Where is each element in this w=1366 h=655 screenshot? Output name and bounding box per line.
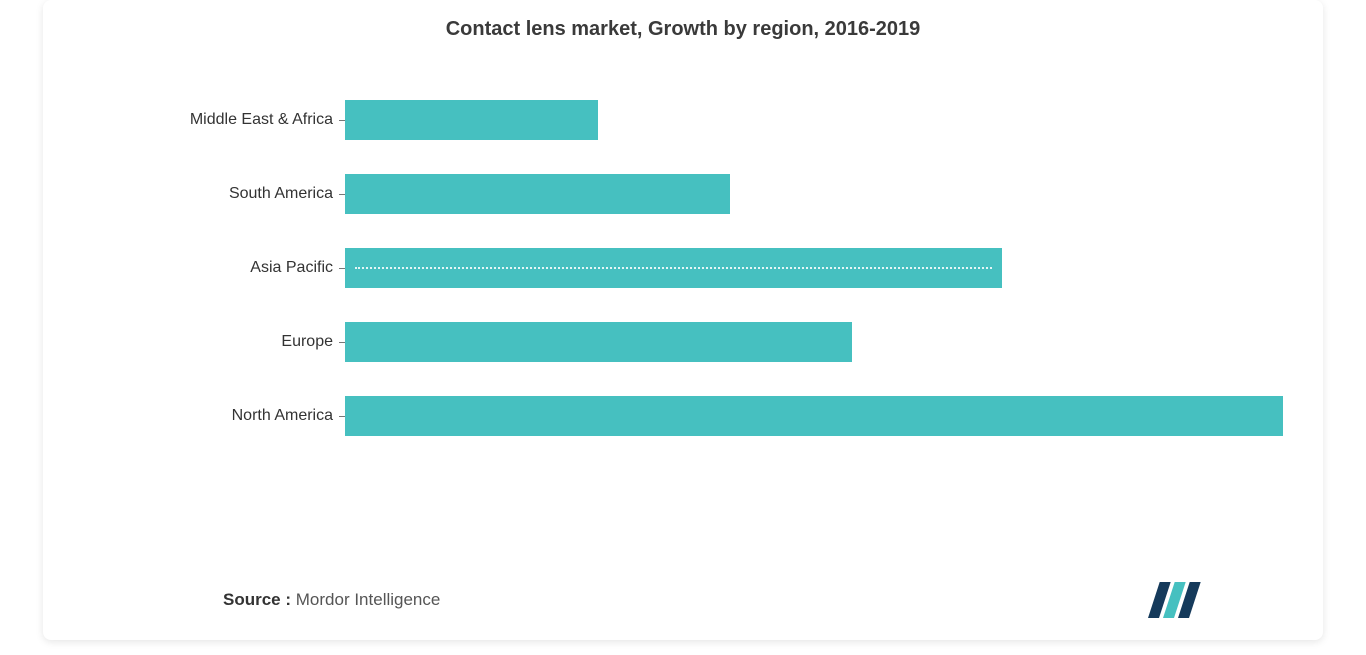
source-label: Source :	[223, 590, 291, 609]
bar-label: North America	[123, 407, 339, 425]
bar	[345, 174, 730, 214]
bar-label: Middle East & Africa	[123, 111, 339, 129]
bar-row: Middle East & Africa	[123, 100, 1283, 140]
bar-track	[345, 100, 1283, 140]
bar-label: Asia Pacific	[123, 259, 339, 277]
bar	[345, 248, 1002, 288]
bar-row: Europe	[123, 322, 1283, 362]
bar-label: South America	[123, 185, 339, 203]
source-value: Mordor Intelligence	[296, 590, 441, 609]
bar-track	[345, 248, 1283, 288]
bar-row: Asia Pacific	[123, 248, 1283, 288]
bar-track	[345, 322, 1283, 362]
bar	[345, 396, 1283, 436]
bar-row: South America	[123, 174, 1283, 214]
chart-card: Contact lens market, Growth by region, 2…	[43, 0, 1323, 640]
bar-label: Europe	[123, 333, 339, 351]
bar-row: North America	[123, 396, 1283, 436]
bar-track	[345, 174, 1283, 214]
bar-track	[345, 396, 1283, 436]
bar	[345, 100, 598, 140]
bar	[345, 322, 852, 362]
plot-area: Middle East & Africa South America Asia Pa…	[123, 100, 1283, 490]
chart-title: Contact lens market, Growth by region, 2…	[43, 0, 1323, 41]
source-line: Source : Mordor Intelligence	[223, 590, 440, 610]
mordor-logo-icon	[1143, 578, 1213, 622]
